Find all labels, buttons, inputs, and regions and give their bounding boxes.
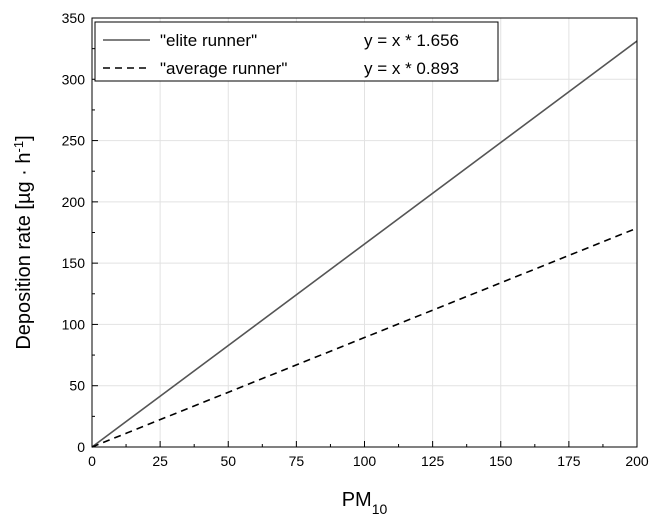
x-tick-label-25: 25 [152,453,168,469]
x-axis-title-main: PM [342,489,372,511]
x-tick-label-125: 125 [421,453,445,469]
y-tick-label-0: 0 [77,439,85,455]
legend-box [94,21,499,82]
y-axis-title: Deposition rate [µg · h-1] [11,135,36,349]
y-tick-label-250: 250 [62,133,86,149]
legend-equation-average-runner: y = x * 0.893 [364,59,459,78]
x-tick-label-50: 50 [220,453,236,469]
y-tick-label-300: 300 [62,71,86,87]
series-line-elite-runner [91,40,638,448]
x-axis-title-subscript: 10 [372,501,388,514]
y-tick-label-150: 150 [62,255,86,271]
tick-labels: 0 25 50 75 100 125 150 175 200 0 50 100 150 200 250 300… [62,10,649,469]
grid [91,17,638,448]
series-line-average-runner [91,227,638,448]
series-group [91,40,638,448]
y-axis-title-main: Deposition rate [µg · h [13,152,35,349]
y-tick-label-350: 350 [62,10,86,26]
x-tick-label-100: 100 [353,453,377,469]
x-tick-label-150: 150 [489,453,513,469]
y-tick-label-50: 50 [69,378,85,394]
y-tick-label-100: 100 [62,316,86,332]
y-axis-title-end: ] [13,135,35,141]
tick-marks [91,17,638,448]
x-tick-label-175: 175 [557,453,581,469]
legend-equation-elite-runner: y = x * 1.656 [364,31,459,50]
x-tick-label-0: 0 [88,453,96,469]
y-axis-title-superscript: -1 [11,141,26,153]
x-axis-title: PM10 [342,489,388,514]
x-tick-label-75: 75 [289,453,305,469]
legend-label-elite-runner: "elite runner" [160,31,257,50]
legend-label-average-runner: "average runner" [160,59,287,78]
x-tick-label-200: 200 [625,453,649,469]
legend: "elite runner" y = x * 1.656 "average ru… [94,21,499,82]
y-tick-label-200: 200 [62,194,86,210]
